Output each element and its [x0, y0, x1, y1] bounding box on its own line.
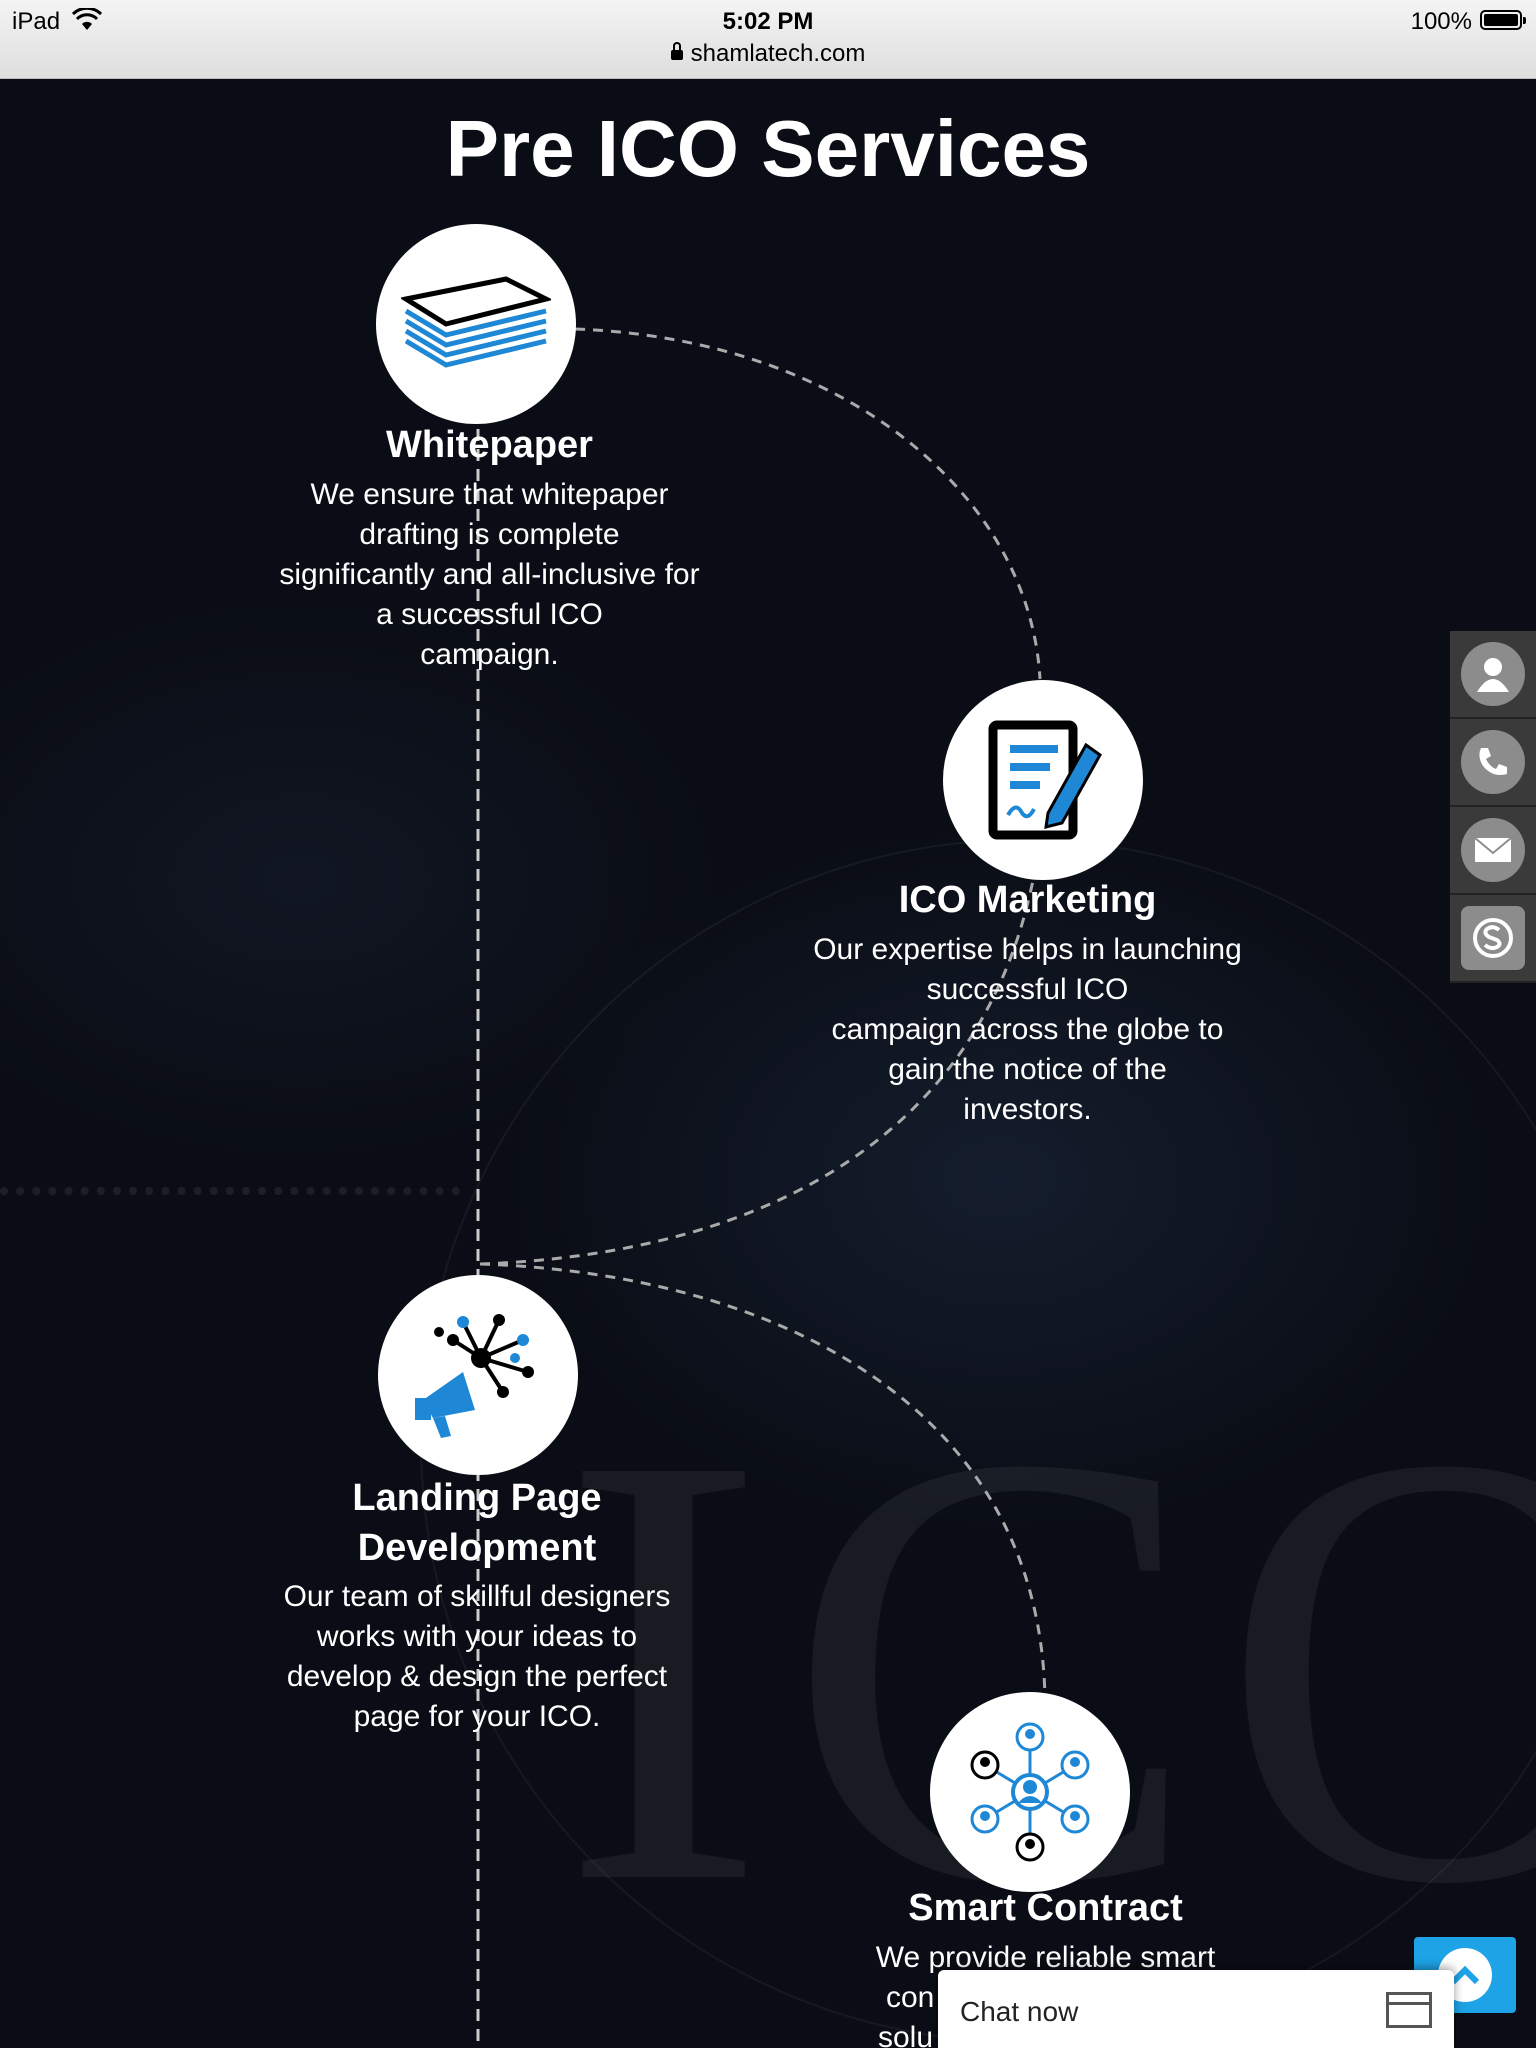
contact-mail-button[interactable] [1450, 807, 1536, 895]
status-bar: iPad 5:02 PM 100% shamlatech.com [0, 0, 1536, 79]
service-desc-ico-marketing: Our expertise helps in launching success… [813, 933, 1242, 1126]
wifi-icon [72, 8, 102, 30]
window-icon[interactable] [1386, 1992, 1432, 2028]
user-icon [1461, 642, 1525, 706]
url-text: shamlatech.com [690, 40, 866, 67]
mail-icon [1461, 818, 1525, 882]
service-title-whitepaper: Whitepaper [386, 424, 593, 466]
document-pen-icon [943, 680, 1143, 880]
side-contact-bar [1450, 631, 1536, 983]
contact-skype-button[interactable] [1450, 895, 1536, 983]
service-title-landing-page: Landing Page Development [352, 1477, 602, 1569]
address-bar[interactable]: shamlatech.com [0, 40, 1536, 68]
skype-icon [1461, 906, 1525, 970]
people-network-icon [930, 1692, 1130, 1892]
phone-icon [1461, 730, 1525, 794]
stacked-papers-icon [376, 224, 576, 424]
service-desc-whitepaper: We ensure that whitepaper drafting is co… [279, 478, 700, 671]
service-title-ico-marketing: ICO Marketing [898, 879, 1157, 921]
clock: 5:02 PM [722, 8, 814, 35]
battery-icon [1480, 10, 1526, 30]
chat-label: Chat now [960, 1996, 1079, 2027]
chat-widget[interactable]: Chat now [938, 1970, 1454, 2048]
device-name: iPad [12, 8, 61, 35]
battery-percent: 100% [1410, 8, 1472, 35]
lock-icon [670, 42, 683, 60]
service-desc-smart-contract: We provide reliable smart con solu [875, 1941, 1216, 2048]
contact-user-button[interactable] [1450, 631, 1536, 719]
background-dots [0, 1187, 460, 1195]
contact-phone-button[interactable] [1450, 719, 1536, 807]
timeline-connectors [476, 327, 1047, 2048]
page-title: Pre ICO Services [445, 104, 1091, 193]
megaphone-network-icon [378, 1275, 578, 1475]
page-content: ICO Pre ICO Services Whitepaper We ensur… [0, 79, 1536, 2048]
service-title-smart-contract: Smart Contract [908, 1887, 1183, 1929]
service-desc-landing-page: Our team of skillful designers works wit… [283, 1580, 671, 1733]
